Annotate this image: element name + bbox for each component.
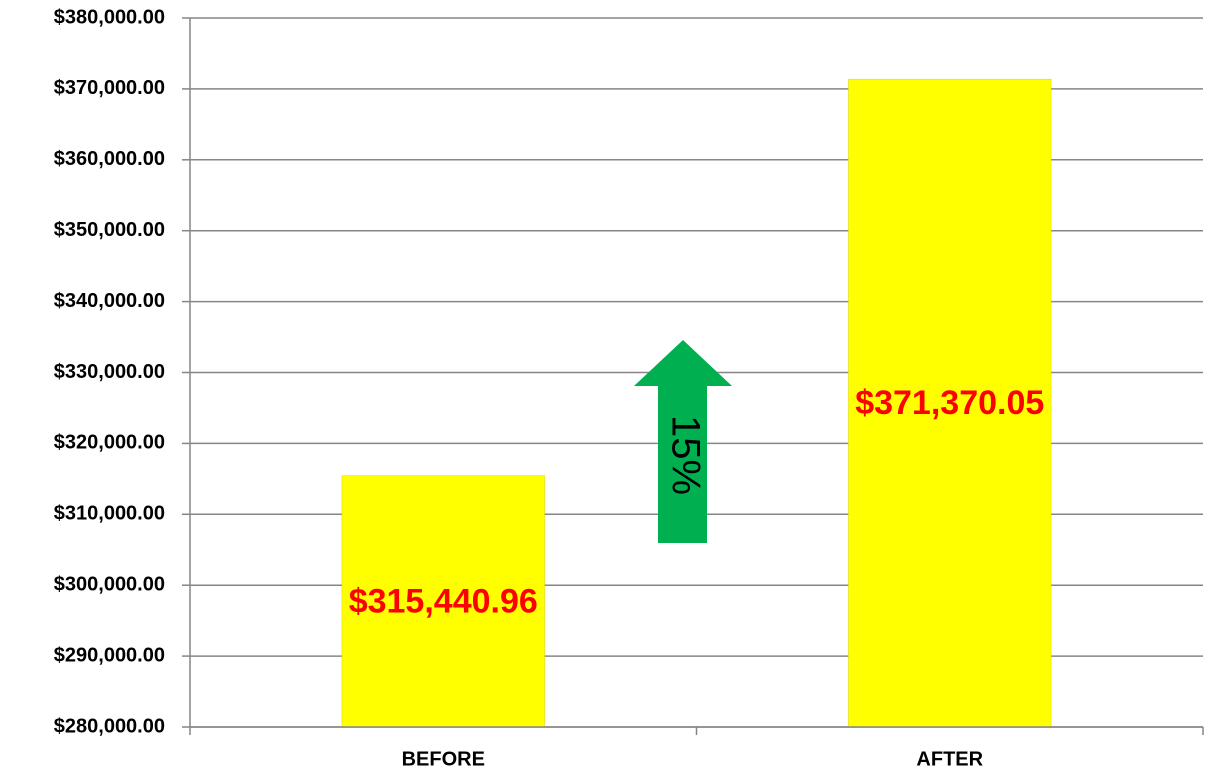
y-tick-label: $290,000.00 [54, 644, 165, 666]
y-tick-label: $320,000.00 [54, 432, 165, 454]
bar [341, 475, 545, 728]
annotation-arrow [634, 340, 732, 543]
y-tick-label: $370,000.00 [54, 77, 165, 99]
value-label: $371,370.05 [855, 384, 1044, 422]
bar [848, 78, 1052, 728]
y-tick-label: $340,000.00 [54, 290, 165, 312]
y-tick-label: $310,000.00 [54, 503, 165, 525]
x-tick-label: BEFORE [402, 748, 485, 770]
y-tick-label: $330,000.00 [54, 361, 165, 383]
annotation-text: 15% [663, 415, 707, 495]
y-tick-label: $360,000.00 [54, 148, 165, 170]
x-tick-label: AFTER [916, 748, 983, 770]
value-label: $315,440.96 [349, 582, 538, 620]
y-tick-label: $380,000.00 [54, 6, 165, 28]
y-tick-label: $280,000.00 [54, 715, 165, 737]
y-tick-label: $350,000.00 [54, 219, 165, 241]
y-tick-label: $300,000.00 [54, 573, 165, 595]
